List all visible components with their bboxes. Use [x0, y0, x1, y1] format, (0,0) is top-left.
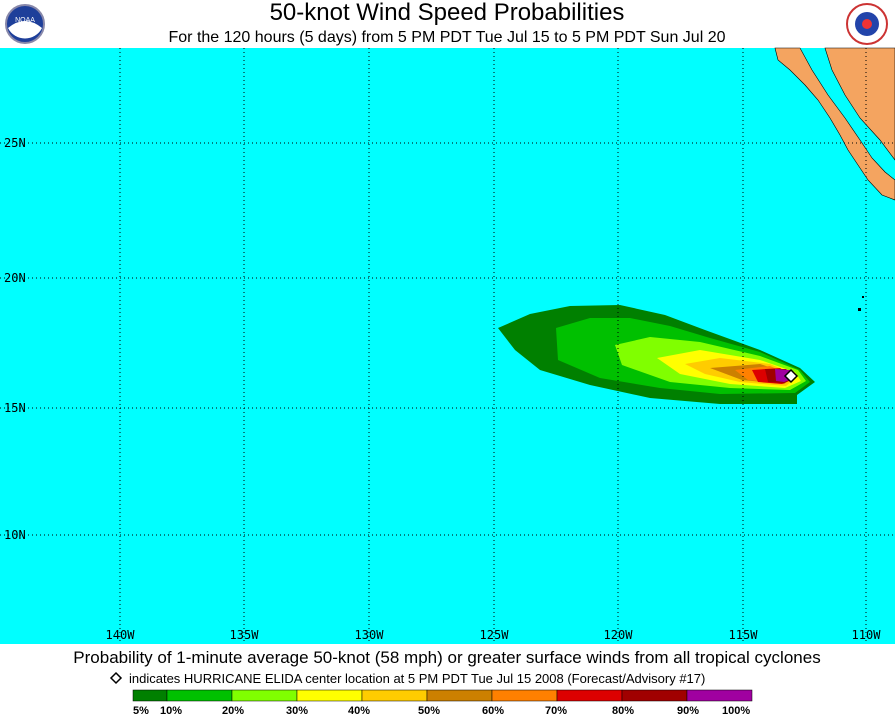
- lat-label: 20N: [4, 271, 26, 285]
- legend-label: 100%: [722, 705, 750, 716]
- legend-label: 70%: [545, 705, 567, 716]
- lon-label: 135W: [230, 628, 260, 642]
- storm-center: [783, 368, 799, 384]
- legend-label: 30%: [286, 705, 308, 716]
- subtitle: For the 120 hours (5 days) from 5 PM PDT…: [169, 29, 726, 46]
- legend-label: 80%: [612, 705, 634, 716]
- land: [824, 47, 895, 161]
- island: [862, 296, 864, 298]
- legend-label: 40%: [348, 705, 370, 716]
- probability-contours: [498, 305, 815, 404]
- lat-label: 10N: [4, 528, 26, 542]
- noaa-logo: NOAA: [5, 4, 45, 44]
- svg-text:NOAA: NOAA: [15, 17, 35, 24]
- center-symbol: [109, 671, 123, 685]
- lon-label: 110W: [852, 628, 882, 642]
- caption: Probability of 1-minute average 50-knot …: [73, 648, 820, 667]
- lon-label: 125W: [480, 628, 510, 642]
- lat-label: 25N: [4, 136, 26, 150]
- note: indicates HURRICANE ELIDA center locatio…: [129, 671, 705, 686]
- map: 25N 20N 15N 10N 140W 135W 130W 125W 120W…: [0, 47, 895, 644]
- lon-label: 140W: [106, 628, 136, 642]
- grid: [0, 48, 895, 644]
- nws-logo: [846, 3, 888, 45]
- legend-labels: 5% 10% 20% 30% 40% 50% 60% 70% 80% 90% 1…: [133, 705, 750, 716]
- legend-label: 90%: [677, 705, 699, 716]
- land: [774, 47, 895, 201]
- legend-label: 60%: [482, 705, 504, 716]
- legend-label: 5%: [133, 705, 149, 716]
- legend-label: 10%: [160, 705, 182, 716]
- legend-label: 50%: [418, 705, 440, 716]
- legend-bar: [132, 689, 753, 702]
- lat-label: 15N: [4, 401, 26, 415]
- title: 50-knot Wind Speed Probabilities: [270, 0, 625, 26]
- lon-label: 115W: [729, 628, 759, 642]
- lon-label: 120W: [604, 628, 634, 642]
- island: [858, 308, 861, 311]
- legend-label: 20%: [222, 705, 244, 716]
- ocean: [0, 48, 895, 644]
- lon-label: 130W: [355, 628, 385, 642]
